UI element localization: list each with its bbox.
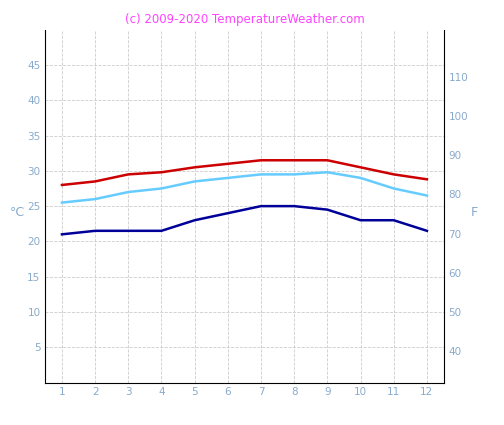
Y-axis label: °C: °C (10, 206, 25, 219)
Y-axis label: F: F (471, 206, 478, 219)
Title: (c) 2009-2020 TemperatureWeather.com: (c) 2009-2020 TemperatureWeather.com (124, 13, 364, 26)
